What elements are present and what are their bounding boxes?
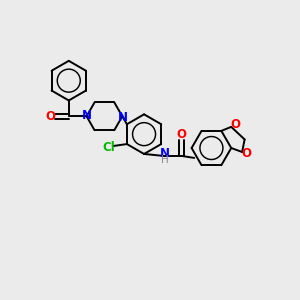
Text: O: O	[230, 118, 240, 131]
Text: N: N	[118, 111, 128, 124]
Text: N: N	[82, 109, 92, 122]
Text: O: O	[177, 128, 187, 141]
Text: Cl: Cl	[103, 140, 116, 154]
Text: O: O	[45, 110, 55, 123]
Text: N: N	[160, 148, 170, 160]
Text: H: H	[161, 155, 169, 165]
Text: O: O	[241, 148, 251, 160]
